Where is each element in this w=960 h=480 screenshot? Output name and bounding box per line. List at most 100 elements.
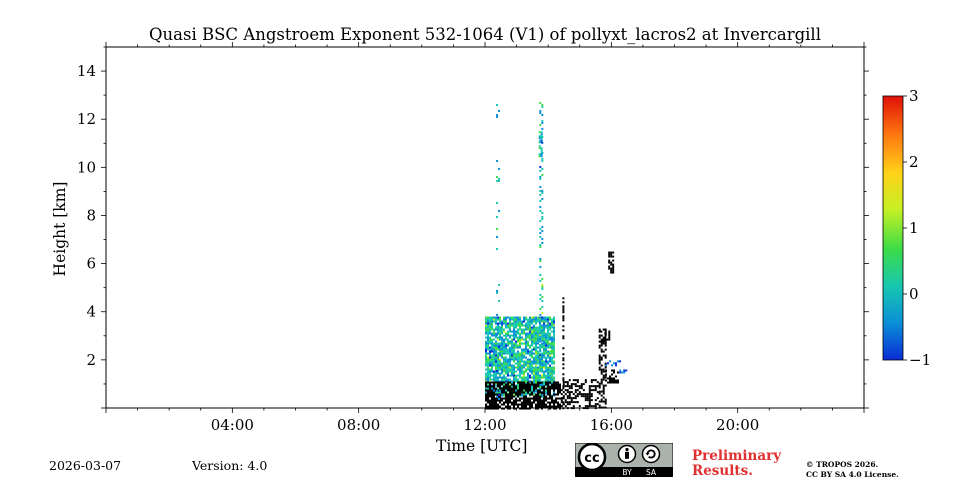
field-cell: [509, 364, 511, 367]
field-cell: [513, 385, 515, 388]
field-cell: [495, 362, 497, 365]
field-cell: [497, 344, 499, 347]
field-cell: [493, 354, 495, 357]
field-cell: [507, 358, 509, 361]
field-cell: [545, 334, 547, 337]
field-cell: [496, 201, 499, 204]
x-tick-label: 08:00: [337, 416, 380, 434]
field-cell: [609, 381, 612, 384]
field-cell: [487, 381, 489, 384]
field-cell: [541, 217, 544, 220]
field-cell: [590, 405, 593, 408]
field-cell: [533, 376, 535, 379]
field-cell: [559, 389, 561, 392]
field-cell: [570, 387, 573, 390]
field-cell: [604, 344, 607, 347]
field-cell: [507, 393, 509, 396]
field-cell: [499, 334, 501, 337]
field-cell: [600, 348, 603, 351]
field-cell: [553, 328, 555, 331]
field-cell: [608, 253, 611, 256]
field-cell: [543, 320, 545, 323]
field-cell: [572, 405, 575, 408]
field-cell: [497, 352, 499, 355]
field-cell: [572, 401, 575, 404]
field-cell: [535, 393, 537, 396]
field-cell: [539, 177, 542, 180]
field-cell: [487, 397, 489, 400]
field-cell: [525, 346, 527, 349]
field-cell: [515, 332, 517, 335]
field-cell: [515, 362, 517, 365]
field-cell: [543, 354, 545, 357]
field-cell: [537, 316, 539, 319]
field-cell: [523, 401, 525, 404]
field-cell: [517, 354, 519, 357]
field-cell: [487, 362, 489, 365]
field-cell: [590, 399, 593, 402]
field-cell: [489, 378, 491, 381]
field-cell: [509, 358, 511, 361]
field-cell: [562, 353, 565, 356]
field-cell: [519, 383, 521, 386]
field-cell: [594, 403, 597, 406]
field-cell: [607, 377, 610, 380]
badge-by-text: BY: [622, 468, 632, 477]
field-cell: [505, 372, 507, 375]
field-cell: [555, 407, 557, 410]
field-cell: [519, 397, 521, 400]
field-cell: [605, 369, 608, 372]
field-cell: [487, 378, 489, 381]
field-cell: [557, 401, 559, 404]
field-cell: [535, 397, 537, 400]
field-cell: [485, 340, 487, 343]
field-cell: [525, 401, 527, 404]
field-cell: [519, 352, 521, 355]
field-cell: [547, 381, 549, 384]
field-cell: [485, 324, 487, 327]
field-cell: [489, 322, 491, 325]
field-cell: [509, 316, 511, 319]
field-cell: [623, 371, 626, 374]
field-cell: [493, 385, 495, 388]
field-cell: [525, 389, 527, 392]
field-cell: [487, 342, 489, 345]
field-cell: [539, 405, 541, 408]
field-cell: [499, 376, 501, 379]
field-cell: [489, 330, 491, 333]
field-cell: [525, 385, 527, 388]
field-cell: [538, 155, 541, 158]
field-cell: [545, 383, 547, 386]
field-cell: [533, 383, 535, 386]
field-cell: [523, 392, 525, 395]
field-cell: [621, 371, 624, 374]
field-cell: [525, 322, 527, 325]
field-cell: [612, 269, 615, 272]
field-cell: [505, 332, 507, 335]
field-cell: [505, 378, 507, 381]
field-cell: [519, 385, 521, 388]
field-cell: [539, 349, 542, 352]
field-cell: [487, 374, 489, 377]
field-cell: [613, 381, 616, 384]
field-cell: [485, 356, 487, 359]
field-cell: [525, 336, 527, 339]
field-cell: [521, 324, 523, 327]
preliminary-results-note: Preliminary Results.: [692, 449, 781, 479]
field-cell: [491, 316, 493, 319]
field-cell: [533, 332, 535, 335]
field-cell: [608, 265, 611, 268]
field-cell: [539, 374, 541, 377]
field-cell: [521, 389, 523, 392]
field-cell: [612, 263, 615, 266]
field-cell: [493, 334, 495, 337]
field-cell: [487, 382, 489, 385]
field-cell: [541, 318, 543, 321]
field-cell: [531, 316, 533, 319]
field-cell: [485, 318, 487, 321]
field-cell: [545, 376, 547, 379]
field-cell: [525, 352, 527, 355]
field-cell: [539, 293, 542, 296]
field-cell: [493, 318, 495, 321]
field-cell: [553, 360, 555, 363]
